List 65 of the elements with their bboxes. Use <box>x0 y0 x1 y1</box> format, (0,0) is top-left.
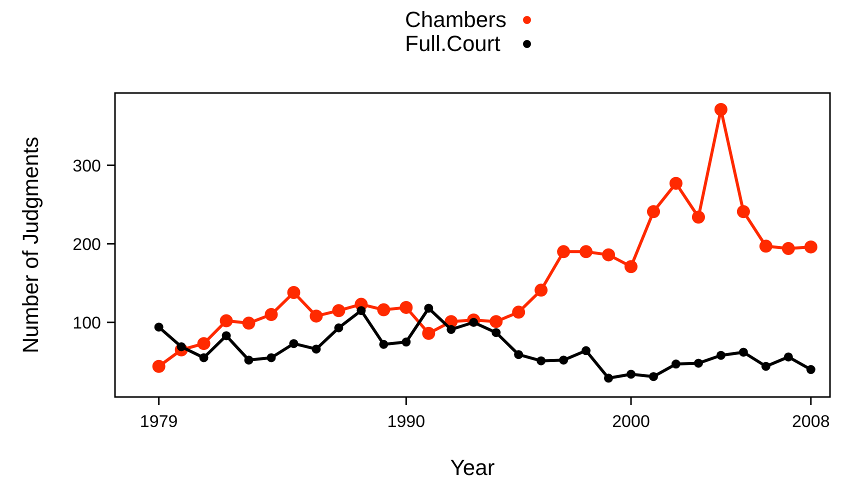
point <box>490 315 503 328</box>
y-axis-title: Number of Judgments <box>18 136 43 354</box>
point <box>222 331 231 340</box>
point <box>559 356 568 365</box>
point <box>602 248 616 262</box>
point <box>266 353 276 362</box>
point <box>379 340 388 349</box>
x-tick-label: 2000 <box>612 412 650 431</box>
point <box>332 304 346 318</box>
point <box>422 326 436 340</box>
point <box>220 314 233 328</box>
point <box>806 365 816 374</box>
point <box>692 210 705 224</box>
point <box>536 356 546 366</box>
point <box>514 350 524 360</box>
point <box>738 348 748 357</box>
point <box>356 306 366 316</box>
point <box>580 245 593 258</box>
point <box>312 344 321 354</box>
point <box>736 205 750 218</box>
point <box>804 240 818 254</box>
point <box>402 338 411 347</box>
point <box>197 337 210 350</box>
y-tick-label: 100 <box>72 313 101 332</box>
point <box>649 372 658 382</box>
point <box>784 352 793 362</box>
point <box>154 322 164 332</box>
x-tick-label: 1979 <box>140 412 178 431</box>
point <box>714 102 728 116</box>
legend-label: Full.Court <box>405 31 500 56</box>
legend-label: Chambers <box>405 7 506 32</box>
point <box>424 304 434 313</box>
point <box>604 374 614 383</box>
x-axis-title: Year <box>450 455 495 480</box>
point <box>759 240 772 253</box>
point <box>512 306 526 319</box>
point <box>716 350 726 360</box>
y-tick-label: 200 <box>72 234 101 254</box>
point <box>199 353 208 362</box>
point <box>446 324 456 334</box>
point <box>400 300 413 314</box>
y-tick-label: 300 <box>72 156 101 176</box>
point <box>761 362 770 371</box>
point <box>334 323 344 332</box>
x-tick-label: 1990 <box>387 412 426 431</box>
point <box>377 303 390 316</box>
point <box>671 360 680 369</box>
point <box>669 176 682 190</box>
point <box>310 310 323 323</box>
point <box>626 370 636 379</box>
point <box>289 339 298 348</box>
point <box>694 358 703 368</box>
point <box>242 316 256 330</box>
x-tick-label: 2008 <box>792 412 830 431</box>
point <box>557 245 570 258</box>
point <box>624 260 638 274</box>
point <box>244 356 254 365</box>
point <box>264 308 278 322</box>
point <box>782 242 795 256</box>
point <box>647 205 660 218</box>
point <box>287 286 300 300</box>
point <box>492 328 501 338</box>
point <box>534 284 548 297</box>
point <box>582 346 591 356</box>
point <box>152 360 166 373</box>
